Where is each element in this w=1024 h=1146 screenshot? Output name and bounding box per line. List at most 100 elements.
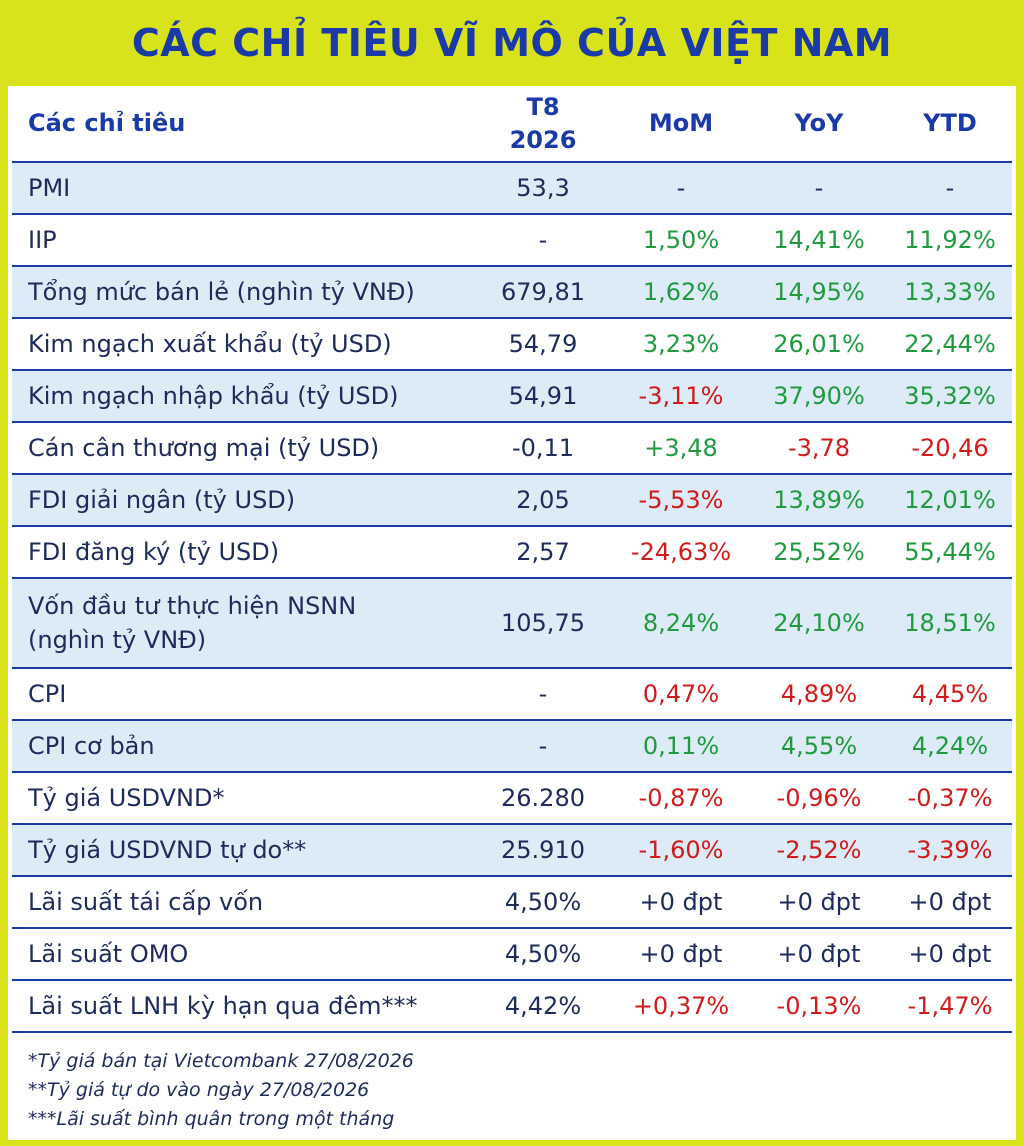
row-mom: 0,11% — [612, 720, 750, 773]
header-mom: MoM — [612, 86, 750, 163]
row-yoy: 14,95% — [750, 266, 888, 319]
row-label: FDI đăng ký (tỷ USD) — [12, 526, 474, 579]
table-row: Kim ngạch xuất khẩu (tỷ USD) 54,79 3,23%… — [12, 318, 1012, 371]
row-label: Tỷ giá USDVND* — [12, 772, 474, 825]
row-mom: -3,11% — [612, 370, 750, 423]
header-period-year: 2026 — [509, 125, 577, 154]
row-label: FDI giải ngân (tỷ USD) — [12, 474, 474, 527]
row-value: 53,3 — [474, 162, 612, 215]
row-label: CPI — [12, 668, 474, 721]
header-yoy: YoY — [750, 86, 888, 163]
row-label: Kim ngạch nhập khẩu (tỷ USD) — [12, 370, 474, 423]
row-mom: -0,87% — [612, 772, 750, 825]
row-mom: 8,24% — [612, 578, 750, 669]
row-yoy: 13,89% — [750, 474, 888, 527]
row-ytd: 22,44% — [888, 318, 1012, 371]
table-header-row: Các chỉ tiêu T8 2026 MoM YoY YTD — [12, 86, 1012, 163]
row-label: Lãi suất tái cấp vốn — [12, 876, 474, 929]
row-ytd: - — [888, 162, 1012, 215]
indicator-table-panel: Các chỉ tiêu T8 2026 MoM YoY YTD PMI 53,… — [8, 86, 1016, 1140]
row-label: Tỷ giá USDVND tự do** — [12, 824, 474, 877]
row-ytd: +0 đpt — [888, 876, 1012, 929]
row-yoy: 14,41% — [750, 214, 888, 267]
row-value: 54,79 — [474, 318, 612, 371]
row-label: PMI — [12, 162, 474, 215]
page-title: CÁC CHỈ TIÊU VĨ MÔ CỦA VIỆT NAM — [131, 21, 893, 65]
row-mom: +0 đpt — [612, 876, 750, 929]
row-yoy: 4,89% — [750, 668, 888, 721]
header-indicator: Các chỉ tiêu — [12, 86, 474, 163]
row-yoy: 24,10% — [750, 578, 888, 669]
row-value: 4,42% — [474, 980, 612, 1033]
row-label-line1: Vốn đầu tư thực hiện NSNN — [28, 592, 357, 620]
row-label-line2: (nghìn tỷ VNĐ) — [28, 626, 207, 654]
row-yoy: 25,52% — [750, 526, 888, 579]
row-ytd: 4,45% — [888, 668, 1012, 721]
row-label: Lãi suất LNH kỳ hạn qua đêm*** — [12, 980, 474, 1033]
row-mom: 1,50% — [612, 214, 750, 267]
row-value: - — [474, 720, 612, 773]
table-row: Cán cân thương mại (tỷ USD) -0,11 +3,48 … — [12, 422, 1012, 475]
row-label: Tổng mức bán lẻ (nghìn tỷ VNĐ) — [12, 266, 474, 319]
row-ytd: 13,33% — [888, 266, 1012, 319]
row-value: 4,50% — [474, 928, 612, 981]
table-row: CPI cơ bản - 0,11% 4,55% 4,24% — [12, 720, 1012, 773]
row-label: Vốn đầu tư thực hiện NSNN (nghìn tỷ VNĐ) — [12, 578, 474, 669]
table-row: CPI - 0,47% 4,89% 4,45% — [12, 668, 1012, 721]
row-value: 26.280 — [474, 772, 612, 825]
row-mom: +0,37% — [612, 980, 750, 1033]
footnotes: *Tỷ giá bán tại Vietcombank 27/08/2026 *… — [8, 1033, 1016, 1134]
row-label: IIP — [12, 214, 474, 267]
table-row: FDI giải ngân (tỷ USD) 2,05 -5,53% 13,89… — [12, 474, 1012, 527]
row-ytd: 35,32% — [888, 370, 1012, 423]
row-yoy: +0 đpt — [750, 876, 888, 929]
table-row: IIP - 1,50% 14,41% 11,92% — [12, 214, 1012, 267]
row-yoy: -3,78 — [750, 422, 888, 475]
row-value: - — [474, 668, 612, 721]
row-label: CPI cơ bản — [12, 720, 474, 773]
row-yoy: -0,96% — [750, 772, 888, 825]
row-value: 679,81 — [474, 266, 612, 319]
row-ytd: 12,01% — [888, 474, 1012, 527]
row-ytd: -3,39% — [888, 824, 1012, 877]
header-ytd: YTD — [888, 86, 1012, 163]
table-row: Lãi suất OMO 4,50% +0 đpt +0 đpt +0 đpt — [12, 928, 1012, 981]
row-mom: +0 đpt — [612, 928, 750, 981]
row-value: 54,91 — [474, 370, 612, 423]
row-ytd: +0 đpt — [888, 928, 1012, 981]
row-value: - — [474, 214, 612, 267]
row-ytd: -0,37% — [888, 772, 1012, 825]
row-yoy: -0,13% — [750, 980, 888, 1033]
row-label: Cán cân thương mại (tỷ USD) — [12, 422, 474, 475]
macro-indicator-table: Các chỉ tiêu T8 2026 MoM YoY YTD PMI 53,… — [12, 86, 1012, 1033]
row-label: Kim ngạch xuất khẩu (tỷ USD) — [12, 318, 474, 371]
row-yoy: - — [750, 162, 888, 215]
row-mom: 1,62% — [612, 266, 750, 319]
row-ytd: 11,92% — [888, 214, 1012, 267]
row-ytd: 18,51% — [888, 578, 1012, 669]
table-row: Tỷ giá USDVND tự do** 25.910 -1,60% -2,5… — [12, 824, 1012, 877]
row-ytd: 4,24% — [888, 720, 1012, 773]
row-value: 2,05 — [474, 474, 612, 527]
row-ytd: -1,47% — [888, 980, 1012, 1033]
row-value: -0,11 — [474, 422, 612, 475]
row-ytd: 55,44% — [888, 526, 1012, 579]
row-ytd: -20,46 — [888, 422, 1012, 475]
table-row: Lãi suất LNH kỳ hạn qua đêm*** 4,42% +0,… — [12, 980, 1012, 1033]
table-row: Tỷ giá USDVND* 26.280 -0,87% -0,96% -0,3… — [12, 772, 1012, 825]
table-row: Vốn đầu tư thực hiện NSNN (nghìn tỷ VNĐ)… — [12, 578, 1012, 669]
table-row: FDI đăng ký (tỷ USD) 2,57 -24,63% 25,52%… — [12, 526, 1012, 579]
header-period: T8 2026 — [474, 86, 612, 163]
footnote: ***Lãi suất bình quân trong một tháng — [28, 1108, 395, 1130]
row-mom: 3,23% — [612, 318, 750, 371]
footnote: **Tỷ giá tự do vào ngày 27/08/2026 — [28, 1079, 370, 1101]
row-mom: -24,63% — [612, 526, 750, 579]
row-mom: +3,48 — [612, 422, 750, 475]
table-row: Kim ngạch nhập khẩu (tỷ USD) 54,91 -3,11… — [12, 370, 1012, 423]
header-period-month: T8 — [526, 92, 560, 121]
footnote: *Tỷ giá bán tại Vietcombank 27/08/2026 — [28, 1050, 414, 1072]
row-value: 2,57 — [474, 526, 612, 579]
row-mom: -5,53% — [612, 474, 750, 527]
table-row: Lãi suất tái cấp vốn 4,50% +0 đpt +0 đpt… — [12, 876, 1012, 929]
